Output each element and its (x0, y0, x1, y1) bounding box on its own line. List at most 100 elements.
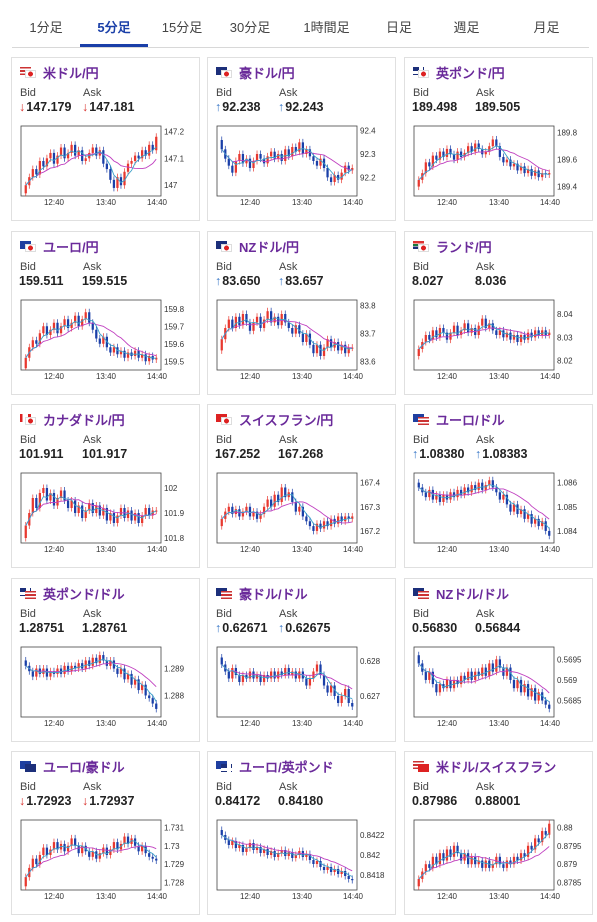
rate-card[interactable]: 豪ドル/円 Bid Ask ↑92.238 ↑92.243 92.4 92.3 92.2 12:… (207, 57, 396, 221)
ask-value: ↑92.243 (278, 100, 323, 114)
pair-name[interactable]: ユーロ/英ポンド (239, 759, 334, 775)
price-chart[interactable]: 0.8422 0.842 0.8418 12:40 13:40 14:40 (216, 818, 391, 910)
rate-card[interactable]: ユーロ/円 Bid Ask 159.511 159.515 159.8 159.7 159.6… (11, 231, 200, 395)
moving-average-line (221, 834, 353, 872)
price-chart[interactable]: 1.289 1.288 12:40 13:40 14:40 (20, 645, 195, 737)
pair-name[interactable]: ユーロ/豪ドル (43, 759, 125, 775)
ask-label: Ask (279, 87, 298, 99)
bid-value: 8.027 (412, 274, 443, 288)
candle (133, 155, 137, 161)
candle (155, 357, 158, 360)
y-tick-label: 0.8795 (557, 842, 582, 851)
price-chart[interactable]: 167.4 167.3 167.2 12:40 13:40 14:40 (216, 471, 391, 563)
short-moving-average-line (418, 663, 550, 702)
pair-name[interactable]: ユーロ/円 (43, 239, 99, 255)
tab-0[interactable]: 1分足 (29, 20, 63, 35)
rate-card[interactable]: カナダドル/円 Bid Ask 101.911 101.917 102 101.9 101.8… (11, 404, 200, 568)
price-chart[interactable]: 0.5695 0.569 0.5685 12:40 13:40 14:40 (413, 645, 588, 737)
pair-name[interactable]: 英ポンド/ドル (43, 586, 125, 602)
candle (537, 692, 540, 701)
tab-1[interactable]: 5分足 (80, 10, 148, 47)
tab-4[interactable]: 1時間足 (303, 20, 350, 35)
rate-card[interactable]: スイスフラン/円 Bid Ask 167.252 167.268 167.4 167.3 16… (207, 404, 396, 568)
candle (262, 158, 266, 164)
candle (116, 668, 119, 674)
price-chart[interactable]: 83.8 83.7 83.6 12:40 13:40 14:40 (216, 298, 391, 390)
candle (315, 344, 319, 354)
candle (123, 668, 126, 680)
y-tick-label: 83.8 (360, 302, 376, 311)
price-chart[interactable]: 189.8 189.6 189.4 12:40 13:40 14:40 (413, 124, 588, 216)
candle (248, 843, 252, 848)
pair-name[interactable]: 米ドル/スイスフラン (436, 759, 557, 775)
price-chart[interactable]: 1.731 1.73 1.729 1.728 12:40 13:40 14:40 (20, 818, 195, 910)
pair-name[interactable]: NZドル/円 (239, 239, 299, 255)
rate-card[interactable]: 米ドル/円 Bid Ask ↓147.179 ↓147.181 147.2 147.1 147… (11, 57, 200, 221)
rate-card[interactable]: 英ポンド/円 Bid Ask 189.498 189.505 189.8 189.6 189.… (404, 57, 593, 221)
candle (248, 506, 252, 517)
candle (66, 152, 70, 159)
pair-name[interactable]: ユーロ/ドル (436, 412, 505, 428)
rate-card[interactable]: 豪ドル/ドル Bid Ask ↑0.62671 ↑0.62675 0.628 0.627 12… (207, 578, 396, 742)
candle (24, 185, 27, 194)
candle (123, 350, 126, 358)
plot-frame (20, 819, 162, 891)
price-chart[interactable]: 147.2 147.1 147 12:40 13:40 14:40 (20, 124, 195, 216)
price-chart[interactable]: 0.88 0.8795 0.879 0.8785 12:40 13:40 14:40 (413, 818, 588, 910)
candlestick-chart: 189.8 189.6 189.4 12:40 13:40 14:40 (413, 125, 578, 207)
candle (119, 508, 123, 516)
candle (326, 168, 329, 178)
rate-card[interactable]: ユーロ/豪ドル Bid Ask ↓1.72923 ↓1.72937 1.731 1.73 1.… (11, 751, 200, 915)
y-tick-label: 0.8785 (557, 879, 582, 888)
rate-card[interactable]: 米ドル/スイスフラン Bid Ask 0.87986 0.88001 0.88 0.8795… (404, 751, 593, 915)
y-tick-label: 92.3 (360, 150, 376, 159)
tab-3[interactable]: 30分足 (229, 20, 271, 35)
candle (459, 330, 463, 335)
candle (477, 671, 480, 676)
rate-card[interactable]: ユーロ/ドル Bid Ask ↑1.08380 ↑1.08383 1.086 1.085 1.… (404, 404, 593, 568)
x-tick-label: 12:40 (44, 545, 65, 554)
candle (91, 657, 94, 666)
au-us-flag-icon (216, 587, 232, 599)
rate-card[interactable]: NZドル/ドル Bid Ask 0.56830 0.56844 0.5695 0.569 0.… (404, 578, 593, 742)
candle (502, 330, 505, 338)
pair-name[interactable]: ランド/円 (436, 239, 492, 255)
pair-name[interactable]: 英ポンド/円 (436, 65, 505, 81)
pair-name[interactable]: 米ドル/円 (43, 65, 99, 81)
price-chart[interactable]: 0.628 0.627 12:40 13:40 14:40 (216, 645, 391, 737)
candle (74, 838, 77, 846)
price-chart[interactable]: 102 101.9 101.8 12:40 13:40 14:40 (20, 471, 195, 563)
pair-name[interactable]: カナダドル/円 (43, 412, 125, 428)
ask-label: Ask (476, 261, 495, 273)
pair-name[interactable]: スイスフラン/円 (239, 412, 334, 428)
candle (463, 487, 466, 495)
y-tick-label: 0.627 (360, 692, 381, 701)
price-chart[interactable]: 8.04 8.03 8.02 12:40 13:40 14:40 (413, 298, 588, 390)
rate-card[interactable]: NZドル/円 Bid Ask ↑83.650 ↑83.657 83.8 83.7 83.6 12… (207, 231, 396, 395)
candle (488, 323, 491, 328)
ch-jp-flag-icon (216, 413, 232, 425)
price-chart[interactable]: 1.086 1.085 1.084 12:40 13:40 14:40 (413, 471, 588, 563)
x-tick-label: 12:40 (437, 719, 458, 728)
rate-card[interactable]: ランド/円 Bid Ask 8.027 8.036 8.04 8.03 8.02 12:40 13… (404, 231, 593, 395)
price-chart[interactable]: 159.8 159.7 159.6 159.5 12:40 13:40 14:40 (20, 298, 195, 390)
x-tick-label: 12:40 (44, 198, 65, 207)
pair-name[interactable]: 豪ドル/ドル (239, 586, 308, 602)
rate-card[interactable]: 英ポンド/ドル Bid Ask 1.28751 1.28761 1.289 1.288 12:… (11, 578, 200, 742)
tab-6[interactable]: 週足 (453, 20, 480, 35)
ask-value: 8.036 (475, 274, 506, 288)
candle (322, 347, 326, 356)
candle (308, 521, 312, 527)
x-tick-label: 14:40 (147, 545, 168, 554)
tab-2[interactable]: 15分足 (161, 20, 203, 35)
pair-name[interactable]: 豪ドル/円 (239, 65, 295, 81)
tab-7[interactable]: 月足 (533, 20, 560, 35)
arrow-up-icon: ↑ (278, 274, 285, 288)
candle (291, 147, 294, 157)
candle (417, 179, 420, 187)
rate-card[interactable]: ユーロ/英ポンド Bid Ask 0.84172 0.84180 0.8422 0.842 0… (207, 751, 396, 915)
tab-5[interactable]: 日足 (385, 20, 412, 35)
pair-name[interactable]: NZドル/ドル (436, 586, 509, 602)
price-chart[interactable]: 92.4 92.3 92.2 12:40 13:40 14:40 (216, 124, 391, 216)
x-tick-label: 14:40 (343, 198, 364, 207)
